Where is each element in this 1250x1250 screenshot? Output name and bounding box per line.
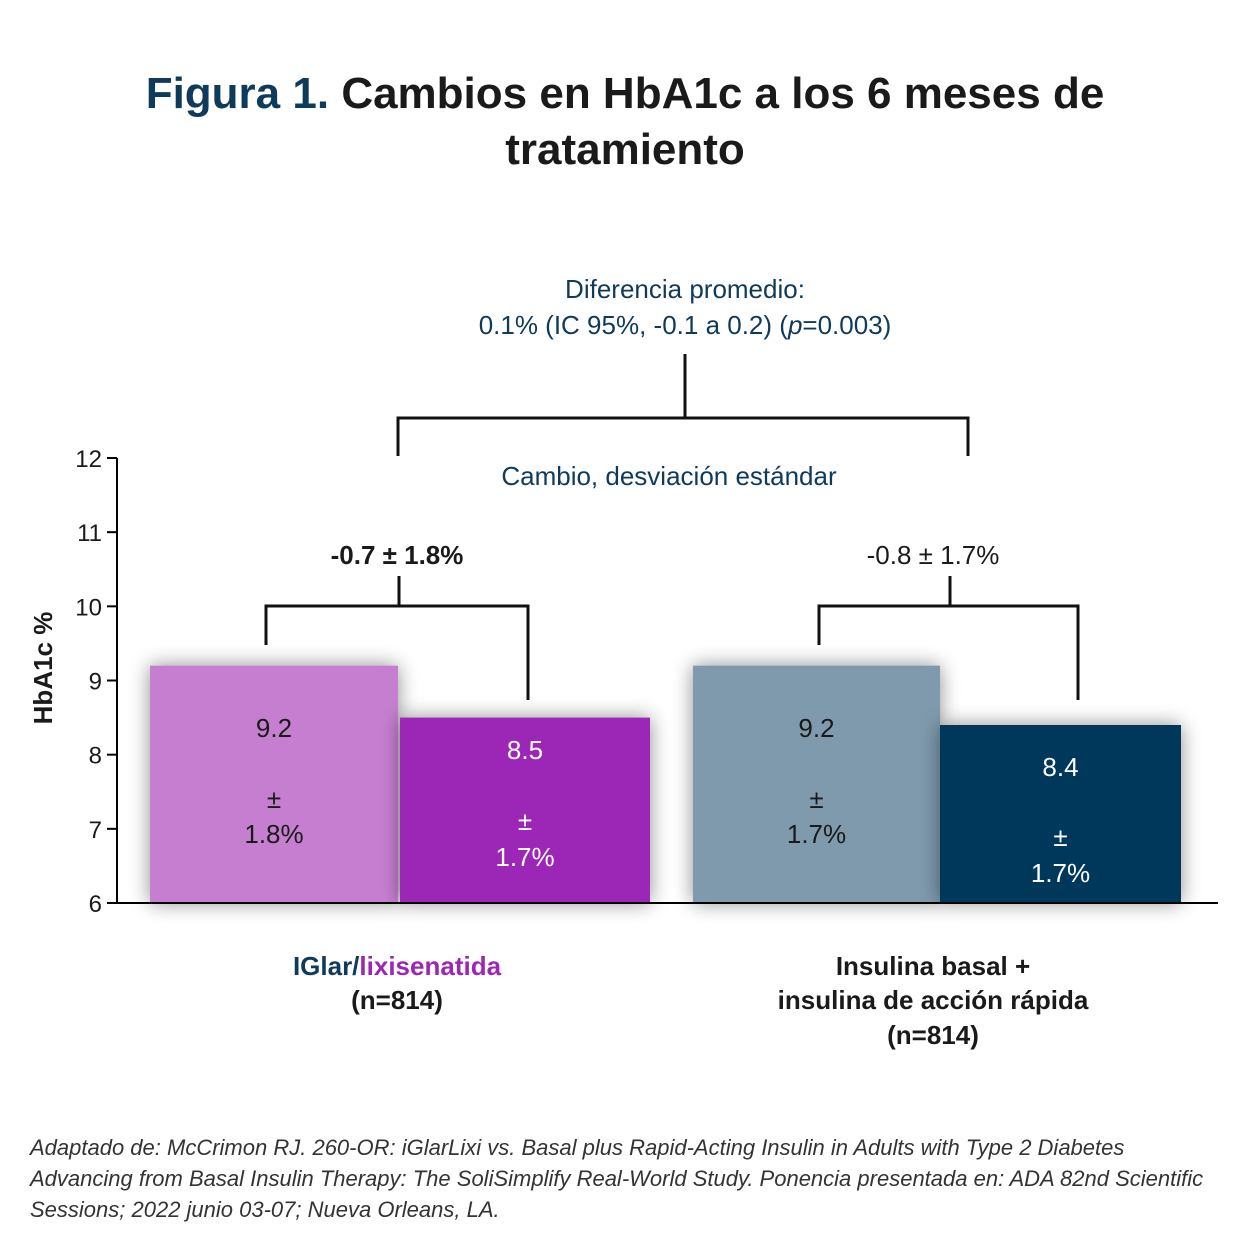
bar: [400, 717, 650, 903]
bracket-top: [396, 354, 970, 456]
source-citation: Adaptado de: McCrimon RJ. 260-OR: iGlarL…: [30, 1135, 1204, 1222]
category-label-group-1: IGlar/lixisenatida: [293, 951, 502, 981]
y-tick-label: 11: [77, 520, 102, 547]
bar-pm-label: ±: [809, 784, 823, 814]
category-label-part: lixisenatida: [359, 951, 501, 981]
chart-title: Figura 1. Cambios en HbA1c a los 6 meses…: [60, 66, 1190, 178]
category-label-group-2: (n=814): [887, 1020, 979, 1050]
bracket-group-1: [264, 576, 530, 700]
bar: [693, 665, 940, 903]
y-tick-label: 8: [89, 743, 102, 770]
bar-sd-label: 1.8%: [244, 819, 303, 849]
annotation-cambio: Cambio, desviación estándar: [501, 461, 837, 491]
bar: [150, 665, 398, 903]
bar: [940, 725, 1181, 903]
y-axis-label: HbA1c %: [28, 612, 58, 725]
annotation-diferencia-line2: 0.1% (IC 95%, -0.1 a 0.2) (p=0.003): [479, 310, 892, 340]
bar-pm-label: ±: [267, 784, 281, 814]
bar-value-label: 8.5: [507, 735, 543, 765]
bar-value-label: 9.2: [256, 713, 292, 743]
annotation-p: p: [787, 310, 802, 340]
annotation-text: 0.1% (IC 95%, -0.1 a 0.2) (: [479, 310, 789, 340]
y-tick-label: 7: [89, 817, 102, 844]
annotation-text: =0.003): [802, 310, 891, 340]
bar-pm-label: ±: [518, 806, 532, 836]
y-tick-label: 9: [89, 669, 102, 696]
bar-sd-label: 1.7%: [787, 819, 846, 849]
bar-sd-label: 1.7%: [495, 842, 554, 872]
change-label-group-2: -0.8 ± 1.7%: [867, 540, 1000, 570]
y-tick-label: 6: [89, 891, 102, 918]
bar-value-label: 8.4: [1042, 752, 1078, 782]
title-text: Cambios en HbA1c a los 6 meses de tratam…: [341, 69, 1105, 174]
category-label-n: (n=814): [351, 985, 443, 1015]
change-label-group-1: -0.7 ± 1.8%: [331, 540, 464, 570]
annotation-diferencia-line1: Diferencia promedio:: [565, 274, 805, 304]
y-tick-label: 12: [75, 446, 102, 473]
bracket-group-2: [817, 576, 1080, 700]
category-label-part: IGlar/: [293, 951, 359, 981]
category-label-group-2: insulina de acción rápida: [778, 985, 1089, 1015]
category-label-group-2: Insulina basal +: [836, 951, 1030, 981]
bar-value-label: 9.2: [798, 713, 834, 743]
y-tick-label: 10: [75, 594, 102, 621]
title-prefix: Figura 1.: [145, 69, 330, 118]
bar-pm-label: ±: [1053, 822, 1067, 852]
bar-sd-label: 1.7%: [1031, 858, 1090, 888]
